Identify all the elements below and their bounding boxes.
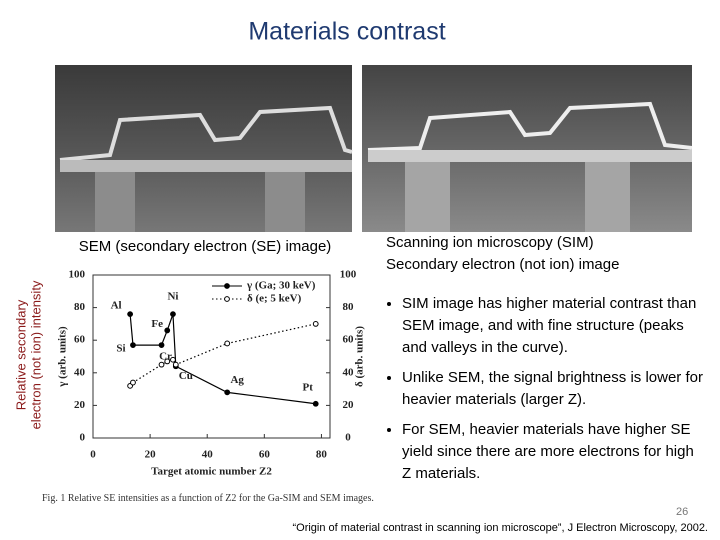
x-tick-label: 0: [90, 449, 96, 461]
y2-tick-label: 60: [343, 334, 355, 346]
data-point: [130, 342, 136, 348]
point-label: Ni: [167, 291, 178, 303]
series-line: [129, 323, 316, 387]
x-tick-label: 40: [202, 449, 214, 461]
y2-axis-label: δ (arb. units): [354, 326, 366, 387]
point-label: Fe: [151, 318, 163, 330]
data-point: [172, 361, 179, 368]
data-point: [170, 311, 176, 318]
x-tick-label: 80: [316, 449, 328, 461]
bullet: For SEM, heavier materials have higher S…: [402, 419, 706, 485]
data-point: [170, 356, 176, 363]
legend-marker: [224, 283, 230, 289]
chart: 0 20 40 60 80 100 0 20 40 60 80 100 0 20 40 60 80 Target …: [57, 269, 366, 478]
y-label-group: Relative secondary electron (not ion) in…: [13, 280, 43, 429]
data-point: [312, 400, 319, 407]
legend-label: γ (Ga; 30 keV): [246, 280, 316, 292]
slide-y-label: electron (not ion) intensity: [28, 280, 43, 429]
sim-caption: Scanning ion microscopy (SIM): [386, 234, 594, 251]
data-point: [224, 389, 231, 396]
figure-caption: Fig. 1 Relative SE intensities as a func…: [42, 493, 374, 504]
point-label: Cr: [159, 351, 172, 363]
legend-marker: [224, 296, 230, 302]
point-label: Si: [116, 343, 125, 355]
citation: “Origin of material contrast in scanning…: [292, 522, 708, 534]
y-tick-label: 100: [69, 269, 86, 281]
plot-frame: [92, 274, 331, 439]
slide-title: Materials contrast: [248, 18, 445, 46]
y-tick-label: 0: [80, 432, 86, 444]
x-tick-label: 60: [259, 449, 271, 461]
data-point: [224, 340, 231, 347]
page-number: 26: [676, 506, 688, 518]
y-tick-label: 60: [74, 334, 86, 346]
data-point: [158, 361, 165, 368]
sem-image: [55, 65, 353, 232]
data-point: [164, 327, 171, 334]
bullet-list: SIM image has higher material contrast t…: [388, 293, 706, 493]
data-point: [164, 358, 171, 365]
y-axis-label: γ (arb. units): [57, 326, 69, 388]
y-tick-label: 80: [74, 301, 86, 313]
sim-caption: Secondary electron (not ion) image: [386, 256, 619, 273]
bullet: Unlike SEM, the signal brightness is low…: [402, 367, 706, 411]
sem-caption: SEM (secondary electron (SE) image): [79, 238, 332, 255]
data-point: [158, 342, 165, 348]
y2-tick-label: 40: [343, 366, 355, 378]
x-tick-label: 20: [145, 449, 157, 461]
data-point: [127, 311, 134, 318]
series-line: [129, 313, 316, 405]
data-point: [312, 321, 319, 327]
point-label: Al: [111, 300, 122, 312]
y2-tick-label: 20: [343, 399, 355, 411]
y2-tick-label: 100: [340, 269, 357, 281]
bullets: SIM image has higher material contrast t…: [388, 293, 706, 485]
point-label: Ag: [230, 374, 244, 386]
x-axis-label: Target atomic number Z2: [151, 466, 272, 478]
y2-tick-label: 80: [343, 301, 355, 313]
bullet: SIM image has higher material contrast t…: [402, 293, 706, 359]
y-tick-label: 20: [74, 399, 86, 411]
legend-label: δ (e; 5 keV): [247, 293, 302, 305]
data-point: [130, 379, 136, 386]
slide-y-label: Relative secondary: [13, 299, 28, 410]
sim-image: [362, 65, 693, 232]
y-tick-label: 40: [74, 366, 86, 378]
point-label: Pt: [303, 381, 314, 393]
y2-tick-label: 0: [345, 432, 351, 444]
point-label: Cu: [179, 370, 193, 382]
